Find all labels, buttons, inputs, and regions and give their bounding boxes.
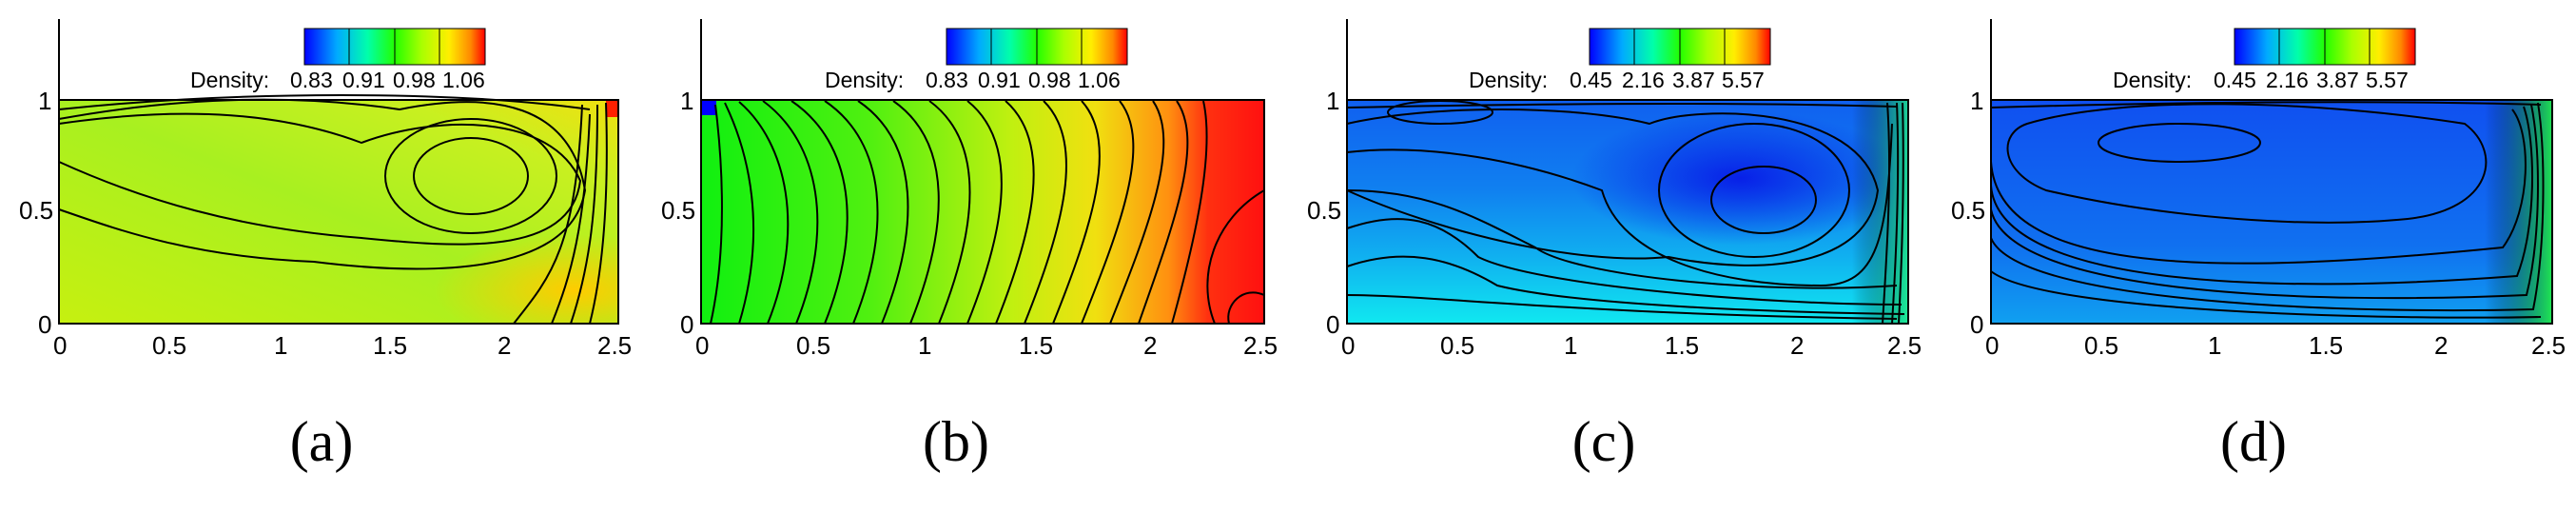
colorbar-tick: 3.87 [1672,68,1715,92]
colorbar-tick: 1.06 [442,68,485,92]
colorbar-label: Density: [190,68,269,92]
y-tick-label: 0.5 [1307,196,1341,225]
y-tick-label: 0 [38,310,51,339]
x-tick-label: 1 [274,331,287,360]
colorbar-tick: 3.87 [2316,68,2359,92]
axes-d: 1 0.5 0 0 0.5 1 1.5 2 2.5 [1951,19,2566,360]
y-tick-label: 0 [1326,310,1339,339]
colorbar-a: Density: 0.83 0.91 0.98 1.06 [190,28,486,92]
axes-a: 1 0.5 0 0 0.5 1 1.5 2 2.5 [19,19,632,360]
density-field-b [701,100,1264,324]
x-tick-label: 2.5 [2531,331,2566,360]
x-tick-label: 1 [2208,331,2221,360]
panel-d-svg: Density: 0.45 2.16 3.87 5.57 1 0.5 0 0 0… [1951,19,2566,360]
colorbar-tick: 0.91 [342,68,385,92]
colorbar-label: Density: [2113,68,2192,92]
axes-c: 1 0.5 0 0 0.5 1 1.5 2 2.5 [1307,19,1922,360]
panel-a: Density: 0.83 0.91 0.98 1.06 1 0.5 0 0 0… [0,0,644,513]
contour-lines-d [1990,101,2545,319]
colorbar-tick: 1.06 [1078,68,1121,92]
colorbar-d: Density: 0.45 2.16 3.87 5.57 [2113,28,2416,92]
x-tick-label: 1.5 [1019,331,1053,360]
contour-lines-b [710,100,1265,325]
x-tick-label: 0.5 [796,331,830,360]
x-tick-label: 0 [53,331,67,360]
colorbar-tick: 5.57 [2366,68,2409,92]
y-tick-label: 0.5 [1951,196,1985,225]
colorbar-tick: 5.57 [1722,68,1765,92]
colorbar-b: Density: 0.83 0.91 0.98 1.06 [825,28,1128,92]
x-tick-label: 0.5 [152,331,186,360]
x-tick-label: 1.5 [373,331,407,360]
x-tick-label: 2.5 [597,331,632,360]
y-tick-label: 0 [680,310,693,339]
x-tick-label: 2 [498,331,511,360]
colorbar-tick: 0.45 [2214,68,2256,92]
x-tick-label: 1.5 [2309,331,2343,360]
plot-area-c [1346,99,1909,325]
x-tick-label: 2.5 [1887,331,1922,360]
panel-d: Density: 0.45 2.16 3.87 5.57 1 0.5 0 0 0… [1932,0,2576,513]
contour-lines-c [1346,100,1905,325]
panel-b-svg: Density: 0.83 0.91 0.98 1.06 1 0.5 0 0 0… [661,19,1278,360]
y-tick-label: 0 [1970,310,1983,339]
x-tick-label: 0.5 [1440,331,1474,360]
y-tick-label: 1 [1326,87,1339,115]
y-tick-label: 1 [1970,87,1983,115]
caption-c: (c) [1571,410,1636,473]
colorbar-tick: 0.98 [393,68,436,92]
colorbar-tick: 0.83 [926,68,968,92]
panel-a-svg: Density: 0.83 0.91 0.98 1.06 1 0.5 0 0 0… [19,19,632,360]
caption-d: (d) [2220,410,2287,473]
y-tick-label: 1 [680,87,693,115]
axes-b: 1 0.5 0 0 0.5 1 1.5 2 2.5 [661,19,1278,360]
plot-area-d [1990,99,2553,325]
plot-area-a [58,94,619,325]
y-tick-label: 1 [38,87,51,115]
panel-b: Density: 0.83 0.91 0.98 1.06 1 0.5 0 0 0… [644,0,1288,513]
caption-b: (b) [923,410,989,473]
panel-c-svg: Density: 0.45 2.16 3.87 5.57 1 0.5 0 0 0… [1307,19,1922,360]
x-tick-label: 2 [1143,331,1157,360]
colorbar-tick: 0.98 [1028,68,1071,92]
x-tick-label: 2 [1790,331,1804,360]
x-tick-label: 0.5 [2084,331,2118,360]
x-tick-label: 0 [1341,331,1355,360]
x-tick-label: 1.5 [1665,331,1699,360]
colorbar-tick: 0.91 [978,68,1021,92]
y-tick-label: 0.5 [19,196,53,225]
x-tick-label: 2.5 [1243,331,1278,360]
panel-c: Density: 0.45 2.16 3.87 5.57 1 0.5 0 0 0… [1288,0,1932,513]
colorbar-label: Density: [825,68,904,92]
x-tick-label: 1 [1564,331,1577,360]
colorbar-tick: 0.45 [1570,68,1612,92]
y-tick-label: 0.5 [661,196,695,225]
contour-lines-a [58,94,608,325]
colorbar-tick: 2.16 [1622,68,1665,92]
x-tick-label: 2 [2434,331,2448,360]
x-tick-label: 0 [1985,331,1999,360]
caption-a: (a) [289,410,354,473]
colorbar-tick: 2.16 [2266,68,2309,92]
colorbar-label: Density: [1469,68,1548,92]
x-tick-label: 0 [695,331,709,360]
colorbar-tick: 0.83 [290,68,333,92]
colorbar-c: Density: 0.45 2.16 3.87 5.57 [1469,28,1771,92]
plot-area-b [700,99,1265,325]
x-tick-label: 1 [918,331,931,360]
